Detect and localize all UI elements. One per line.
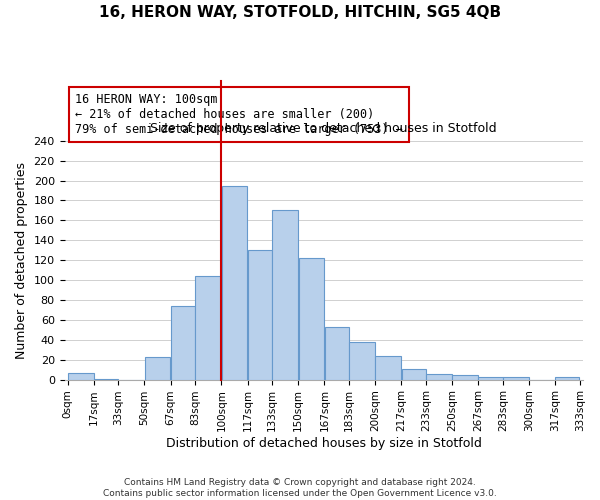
Bar — [556, 376, 580, 380]
Text: Contains HM Land Registry data © Crown copyright and database right 2024.
Contai: Contains HM Land Registry data © Crown c… — [103, 478, 497, 498]
Bar — [299, 258, 324, 380]
Bar — [503, 376, 529, 380]
Bar — [145, 356, 170, 380]
Bar — [171, 306, 195, 380]
Bar — [349, 342, 375, 380]
X-axis label: Distribution of detached houses by size in Stotfold: Distribution of detached houses by size … — [166, 437, 482, 450]
Bar — [376, 356, 401, 380]
Text: 16 HERON WAY: 100sqm
← 21% of detached houses are smaller (200)
79% of semi-deta: 16 HERON WAY: 100sqm ← 21% of detached h… — [75, 93, 403, 136]
Bar — [452, 374, 478, 380]
Text: 16, HERON WAY, STOTFOLD, HITCHIN, SG5 4QB: 16, HERON WAY, STOTFOLD, HITCHIN, SG5 4Q… — [99, 5, 501, 20]
Bar — [94, 378, 118, 380]
Y-axis label: Number of detached properties: Number of detached properties — [15, 162, 28, 358]
Bar — [68, 372, 94, 380]
Bar — [196, 276, 221, 380]
Bar — [478, 376, 503, 380]
Title: Size of property relative to detached houses in Stotfold: Size of property relative to detached ho… — [151, 122, 497, 136]
Bar — [272, 210, 298, 380]
Bar — [426, 374, 452, 380]
Bar — [325, 327, 349, 380]
Bar — [401, 368, 425, 380]
Bar — [248, 250, 272, 380]
Bar — [221, 186, 247, 380]
